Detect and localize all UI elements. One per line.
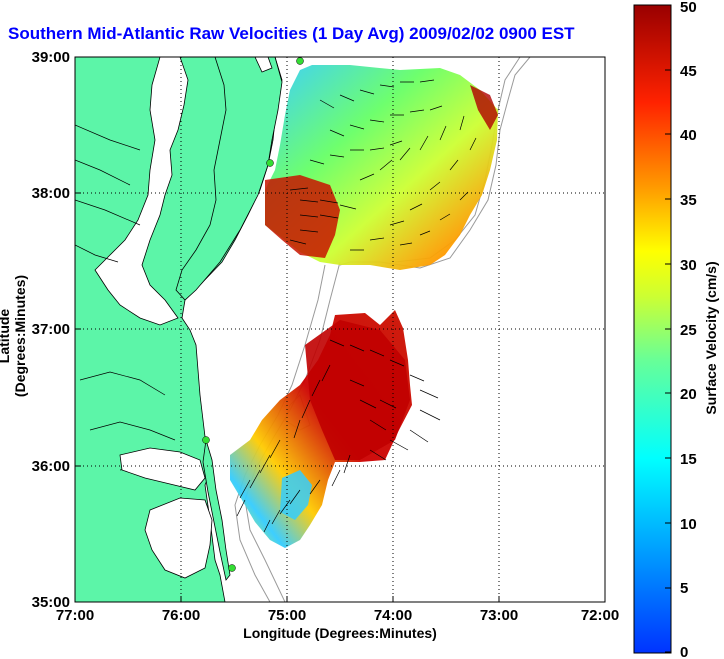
colorbar-tick-label: 50 [680,0,697,16]
river-lines [75,124,186,471]
outer-banks [202,439,231,581]
radar-stations [202,57,304,572]
x-tick-label: 72:00 [581,607,619,624]
colorbar-tick-label: 35 [680,192,697,209]
x-tick-label: 76:00 [162,607,200,624]
colorbar-label: Surface Velocity (cm/s) [703,261,719,415]
colorbar-tick-label: 5 [680,580,688,597]
y-tick-label: 36:00 [32,458,70,475]
chesapeake-bay [94,57,189,326]
plot-frame [74,56,606,603]
x-tick-label: 73:00 [480,607,518,624]
south-high-speed-region [305,320,410,460]
y-tick-label: 39:00 [32,49,70,66]
x-tick-label: 75:00 [268,607,306,624]
delaware-bay [254,57,273,73]
colorbar-tick-label: 45 [680,63,697,80]
grid-lines [75,57,605,602]
north-high-speed-region [265,175,340,258]
x-tick-label: 77:00 [56,607,94,624]
delmarva-peninsula [175,57,283,301]
albemarle-sound [119,447,206,491]
y-tick-label: 37:00 [32,321,70,338]
colorbar-tick-label: 25 [680,322,697,339]
colorbar-tick-label: 30 [680,257,697,274]
north-east-rim [470,85,498,130]
colorbar-ticks [665,4,671,653]
colorbar-tick-label: 15 [680,451,697,468]
colorbar [633,4,672,654]
map-title: Southern Mid-Atlantic Raw Velocities (1 … [8,24,575,43]
colorbar-tick-label: 40 [680,127,697,144]
x-tick-label: 74:00 [374,607,412,624]
y-tick-label: 35:00 [32,594,70,611]
pamlico-sound [144,497,213,579]
x-axis-label: Longitude (Degrees:Minutes) [243,625,437,641]
colorbar-tick-label: 20 [680,386,697,403]
colorbar-tick-label: 0 [680,644,688,659]
y-tick-label: 38:00 [32,185,70,202]
velocity-vectors [236,79,477,533]
y-axis-label: Latitude (Degrees:Minutes) [0,274,28,398]
colorbar-tick-label: 10 [680,516,697,533]
